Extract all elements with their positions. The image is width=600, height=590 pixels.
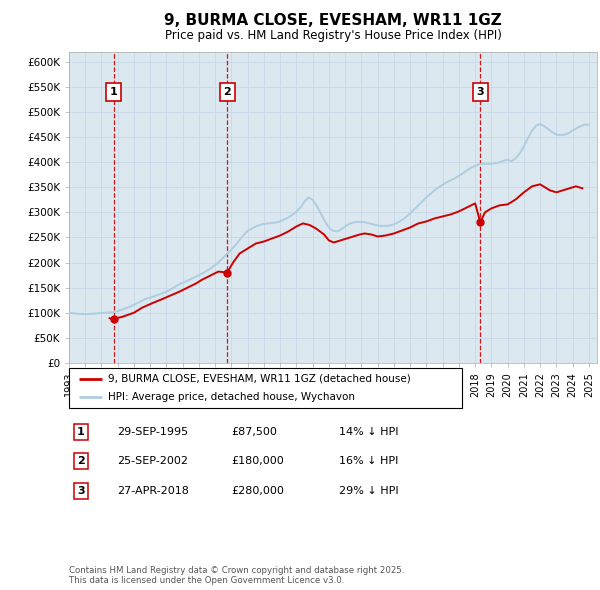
Text: £87,500: £87,500	[231, 427, 277, 437]
Text: 29% ↓ HPI: 29% ↓ HPI	[339, 486, 398, 496]
Text: 1: 1	[110, 87, 118, 97]
Text: Contains HM Land Registry data © Crown copyright and database right 2025.
This d: Contains HM Land Registry data © Crown c…	[69, 566, 404, 585]
Text: 1: 1	[77, 427, 85, 437]
Text: 2: 2	[77, 457, 85, 466]
Text: 3: 3	[77, 486, 85, 496]
Text: 14% ↓ HPI: 14% ↓ HPI	[339, 427, 398, 437]
Text: 27-APR-2018: 27-APR-2018	[117, 486, 189, 496]
Text: 2: 2	[223, 87, 231, 97]
Text: £280,000: £280,000	[231, 486, 284, 496]
Text: 25-SEP-2002: 25-SEP-2002	[117, 457, 188, 466]
Text: 29-SEP-1995: 29-SEP-1995	[117, 427, 188, 437]
Text: Price paid vs. HM Land Registry's House Price Index (HPI): Price paid vs. HM Land Registry's House …	[164, 29, 502, 42]
Text: 16% ↓ HPI: 16% ↓ HPI	[339, 457, 398, 466]
Text: 9, BURMA CLOSE, EVESHAM, WR11 1GZ (detached house): 9, BURMA CLOSE, EVESHAM, WR11 1GZ (detac…	[109, 374, 411, 384]
Text: HPI: Average price, detached house, Wychavon: HPI: Average price, detached house, Wych…	[109, 392, 355, 402]
Text: 9, BURMA CLOSE, EVESHAM, WR11 1GZ: 9, BURMA CLOSE, EVESHAM, WR11 1GZ	[164, 13, 502, 28]
Text: £180,000: £180,000	[231, 457, 284, 466]
Text: 3: 3	[476, 87, 484, 97]
